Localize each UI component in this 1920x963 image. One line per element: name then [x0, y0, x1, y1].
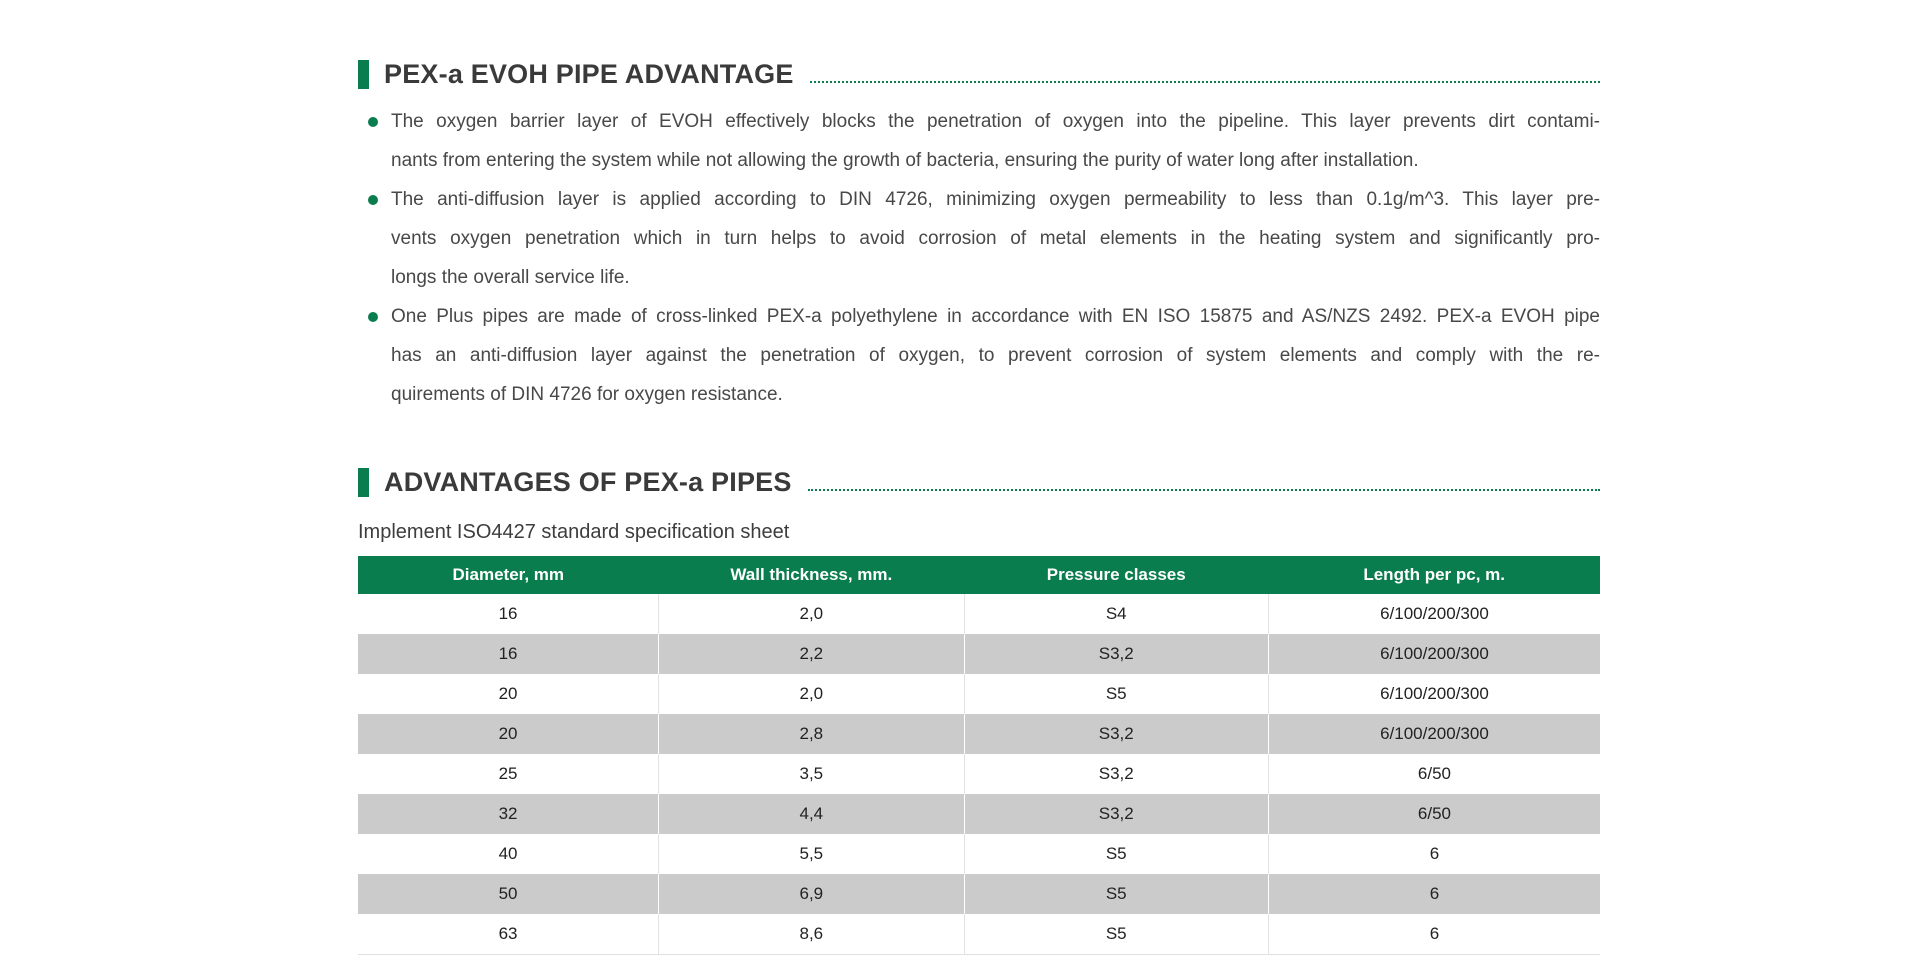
table-cell: 20: [358, 714, 659, 754]
table-cell: 4,4: [658, 794, 965, 834]
table-cell: 3,5: [658, 754, 965, 794]
table-cell: 6/50: [1267, 794, 1600, 834]
table-cell: 50: [358, 874, 659, 914]
dotted-rule: [809, 81, 1600, 83]
table-cell: 6,9: [658, 874, 965, 914]
bullet-icon: [368, 312, 378, 322]
table-cell: S5: [963, 834, 1269, 874]
table-cell: 6: [1267, 914, 1600, 955]
table-row: 20 2,8 S3,2 6/100/200/300: [358, 714, 1600, 754]
spec-table-body: 16 2,0 S4 6/100/200/300 16 2,2 S3,2 6/100/200/3…: [358, 594, 1600, 955]
table-row: 25 3,5 S3,2 6/50: [358, 754, 1600, 794]
green-bar-icon: [358, 59, 369, 89]
table-cell: S3,2: [963, 794, 1269, 834]
table-cell: 6/50: [1267, 754, 1600, 794]
table-cell: 6: [1267, 834, 1600, 874]
table-cell: S5: [963, 914, 1269, 955]
table-row: 32 4,4 S3,2 6/50: [358, 794, 1600, 834]
bullet-text-line: quirements of DIN 4726 for oxygen resist…: [391, 384, 783, 405]
bullet-text-line: The anti-diffusion layer is applied acco…: [391, 189, 1600, 210]
section2: ADVANTAGES OF PEX-a PIPES Implement ISO4…: [358, 464, 1600, 955]
table-cell: 5,5: [658, 834, 965, 874]
table-cell: 6/100/200/300: [1267, 594, 1600, 634]
bullet-text-line: longs the overall service life.: [391, 267, 630, 288]
table-row: 63 8,6 S5 6: [358, 914, 1600, 955]
table-cell: 16: [498, 604, 518, 623]
table-header-cell: Pressure classes: [964, 556, 1269, 594]
table-header-cell: Length per pc, m.: [1268, 556, 1600, 594]
table-cell: 2,0: [658, 674, 965, 714]
table-cell: 8,6: [658, 914, 965, 955]
section2-heading: ADVANTAGES OF PEX-a PIPES: [358, 464, 1600, 500]
catalog-page: PEX-a EVOH PIPE ADVANTAGE The oxygen bar…: [358, 0, 1600, 955]
bullet-text-line: has an anti-diffusion layer against the …: [391, 345, 1600, 366]
table-cell: S3,2: [963, 714, 1269, 754]
table-row: 50 6,9 S5 6: [358, 874, 1600, 914]
table-cell: 2,8: [658, 714, 965, 754]
table-cell: 6/100/200/300: [1267, 674, 1600, 714]
table-row: 16 2,2 S3,2 6/100/200/300: [358, 634, 1600, 674]
table-cell: S3,2: [963, 634, 1269, 674]
spec-table: Diameter, mm Wall thickness, mm. Pressure …: [358, 556, 1600, 955]
bullet-item: One Plus pipes are made of cross-linked …: [358, 297, 1600, 414]
table-cell: 25: [498, 764, 518, 783]
table-subtitle: Implement ISO4427 standard specification…: [358, 521, 790, 543]
section1-heading: PEX-a EVOH PIPE ADVANTAGE: [358, 56, 1600, 92]
advantage-bullet-list: The oxygen barrier layer of EVOH effecti…: [358, 102, 1600, 414]
table-cell: S5: [963, 674, 1269, 714]
bullet-text-line: The oxygen barrier layer of EVOH effecti…: [391, 111, 1600, 132]
bullet-text-line: One Plus pipes are made of cross-linked …: [391, 306, 1600, 327]
table-row: 20 2,0 S5 6/100/200/300: [358, 674, 1600, 714]
table-cell: 2,2: [658, 634, 965, 674]
table-cell: S4: [963, 594, 1269, 634]
table-header-cell: Wall thickness, mm.: [658, 556, 965, 594]
table-cell: 16: [358, 634, 659, 674]
table-cell: 20: [498, 684, 518, 703]
bullet-item: The anti-diffusion layer is applied acco…: [358, 180, 1600, 297]
table-cell: 6/100/200/300: [1267, 714, 1600, 754]
bullet-icon: [368, 195, 378, 205]
table-header-cell: Diameter, mm: [358, 556, 659, 594]
bullet-icon: [368, 117, 378, 127]
section1-title: PEX-a EVOH PIPE ADVANTAGE: [384, 59, 794, 89]
table-cell: 63: [358, 914, 659, 955]
table-cell: 6: [1267, 874, 1600, 914]
table-cell: S3,2: [963, 754, 1269, 794]
table-cell: 6/100/200/300: [1267, 634, 1600, 674]
table-cell: S5: [963, 874, 1269, 914]
bullet-item: The oxygen barrier layer of EVOH effecti…: [358, 102, 1600, 180]
table-row: 40 5,5 S5 6: [358, 834, 1600, 874]
bullet-text-line: vents oxygen penetration which in turn h…: [391, 228, 1600, 249]
green-bar-icon: [358, 467, 369, 497]
table-cell: 32: [358, 794, 659, 834]
table-header-row: Diameter, mm Wall thickness, mm. Pressure …: [358, 556, 1600, 594]
table-cell: 40: [498, 844, 518, 863]
section2-title: ADVANTAGES OF PEX-a PIPES: [384, 467, 792, 497]
table-row: 16 2,0 S4 6/100/200/300: [358, 594, 1600, 634]
dotted-rule: [807, 489, 1600, 491]
bullet-text-line: nants from entering the system while not…: [391, 150, 1419, 171]
table-cell: 2,0: [658, 594, 965, 634]
